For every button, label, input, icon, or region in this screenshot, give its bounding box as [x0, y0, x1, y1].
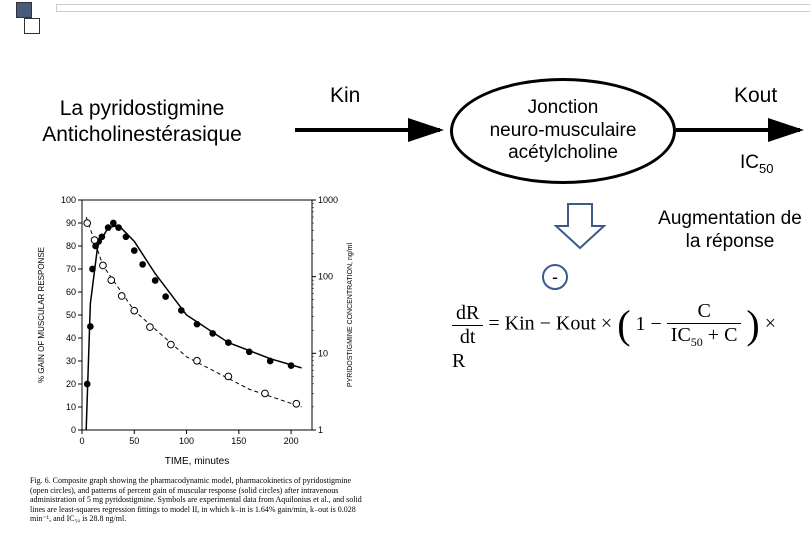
ic50-text: IC — [740, 152, 759, 173]
svg-text:10: 10 — [66, 402, 76, 412]
aug-line1: Augmentation de — [658, 208, 802, 229]
svg-text:150: 150 — [231, 436, 246, 446]
down-block-arrow-icon — [550, 200, 610, 256]
ellipse-line1: Jonction — [528, 97, 599, 118]
ellipse-line3: acétylcholine — [508, 142, 618, 163]
svg-text:0: 0 — [79, 436, 84, 446]
main-title: La pyridostigmine Anticholinestérasique — [12, 96, 272, 149]
deco-bar — [56, 4, 810, 12]
svg-text:90: 90 — [66, 218, 76, 228]
lhs-den: dt — [452, 326, 483, 349]
svg-text:0: 0 — [71, 425, 76, 435]
formula-kin: Kin — [505, 313, 535, 335]
svg-text:100: 100 — [318, 272, 333, 282]
svg-text:PYRIDOSTIGMINE CONCENTRATION,: PYRIDOSTIGMINE CONCENTRATION, ng/ml — [347, 242, 354, 387]
svg-text:20: 20 — [66, 379, 76, 389]
augmentation-label: Augmentation de la réponse — [640, 208, 810, 254]
svg-text:30: 30 — [66, 356, 76, 366]
formula-times1: × — [601, 313, 617, 335]
slide-top-decoration — [0, 0, 810, 38]
formula-lhs-frac: dR dt — [452, 302, 483, 349]
rparen-icon: ) — [746, 305, 759, 345]
formula-one-minus: 1 − — [636, 313, 667, 335]
kout-label: Kout — [734, 84, 777, 108]
kin-label: Kin — [330, 84, 360, 108]
formula: dR dt = Kin − Kout × ( 1 − C IC50 + C ) … — [452, 300, 792, 373]
svg-text:1: 1 — [318, 425, 323, 435]
title-line1: La pyridostigmine — [60, 97, 225, 120]
lhs-num: dR — [452, 302, 483, 326]
ellipse-line2: neuro-musculaire — [490, 120, 637, 141]
svg-text:100: 100 — [179, 436, 194, 446]
formula-inner-frac: C IC50 + C — [667, 300, 742, 350]
formula-kout: Kout — [556, 313, 596, 335]
formula-eq: = — [488, 313, 504, 335]
deco-square-dark — [16, 2, 32, 18]
deco-square — [24, 18, 40, 34]
svg-text:200: 200 — [284, 436, 299, 446]
chart-caption: Fig. 6. Composite graph showing the phar… — [30, 476, 370, 524]
lparen-icon: ( — [617, 305, 630, 345]
junction-ellipse: Jonction neuro-musculaire acétylcholine — [450, 78, 676, 184]
svg-text:TIME, minutes: TIME, minutes — [165, 456, 229, 467]
kin-arrow — [290, 110, 450, 150]
svg-text:50: 50 — [66, 310, 76, 320]
svg-text:% GAIN OF MUSCULAR RESPONSE: % GAIN OF MUSCULAR RESPONSE — [37, 247, 46, 383]
svg-text:80: 80 — [66, 241, 76, 251]
ic50-label: IC50 — [740, 152, 773, 176]
svg-text:40: 40 — [66, 333, 76, 343]
svg-text:10: 10 — [318, 348, 328, 358]
chart-svg: 0102030405060708090100110100100005010015… — [30, 190, 360, 470]
formula-minus: − — [540, 313, 556, 335]
aug-line2: la réponse — [686, 231, 775, 252]
inner-num: C — [667, 300, 742, 324]
minus-circle-icon: - — [542, 264, 568, 290]
ic50-sub: 50 — [759, 161, 773, 176]
kout-arrow — [674, 110, 810, 150]
svg-text:70: 70 — [66, 264, 76, 274]
inner-den: IC50 + C — [667, 324, 742, 350]
svg-text:50: 50 — [129, 436, 139, 446]
composite-chart: 0102030405060708090100110100100005010015… — [30, 190, 360, 470]
svg-text:1000: 1000 — [318, 195, 338, 205]
title-line2: Anticholinestérasique — [42, 123, 242, 146]
minus-glyph: - — [552, 268, 558, 286]
svg-text:100: 100 — [61, 195, 76, 205]
svg-text:60: 60 — [66, 287, 76, 297]
